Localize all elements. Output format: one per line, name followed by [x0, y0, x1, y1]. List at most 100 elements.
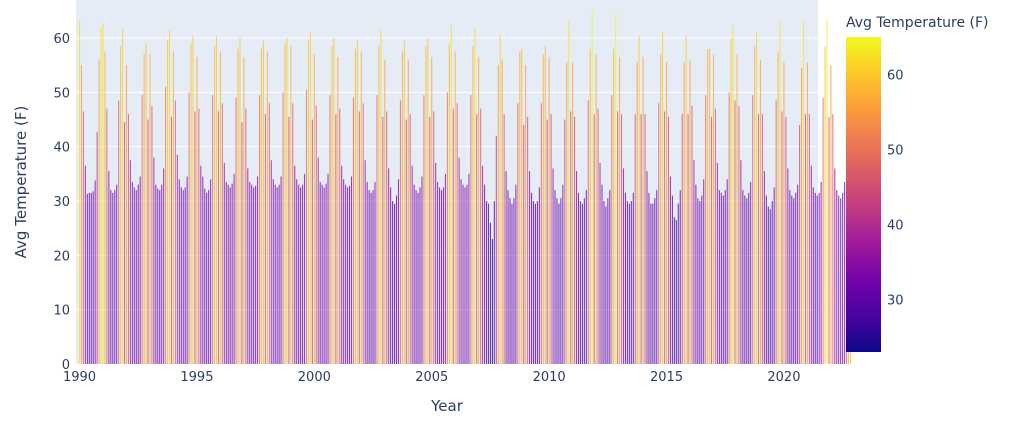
temperature-bar [456, 103, 458, 364]
temperature-bar [595, 54, 597, 364]
temperature-bar [407, 59, 409, 364]
temperature-bar [411, 165, 413, 364]
temperature-bar [241, 122, 243, 365]
temperature-bar [564, 119, 566, 364]
temperature-bar [611, 95, 613, 365]
temperature-bar [538, 187, 540, 364]
temperature-bar [243, 57, 245, 365]
temperature-bar [530, 192, 533, 364]
temperature-bar [787, 168, 789, 364]
temperature-bar [769, 209, 771, 364]
temperature-bar [80, 65, 83, 364]
temperature-bar [748, 192, 750, 364]
temperature-bar [208, 190, 210, 364]
temperature-bar [808, 114, 810, 364]
temperature-bar [419, 187, 421, 364]
colorbar-tick-label: 60 [887, 69, 904, 84]
temperature-bar [78, 21, 81, 364]
temperature-bar [221, 103, 223, 364]
temperature-bar [464, 187, 466, 364]
colorbar-tick-label: 50 [887, 144, 904, 159]
temperature-bar [120, 46, 122, 364]
temperature-bar [358, 111, 360, 364]
temperature-bar [335, 114, 337, 364]
temperature-bar [433, 111, 435, 364]
temperature-bar [728, 92, 730, 364]
temperature-bar [423, 95, 425, 365]
temperature-bar [194, 111, 196, 364]
temperature-bar [495, 135, 497, 364]
y-tick-label: 10 [53, 304, 70, 319]
temperature-bar [163, 168, 165, 364]
temperature-bar [701, 195, 703, 364]
temperature-bar [544, 46, 546, 364]
temperature-bar [832, 114, 834, 364]
temperature-bar [484, 184, 486, 364]
temperature-bar [699, 201, 701, 364]
temperature-bar [521, 48, 523, 365]
temperature-bar [210, 179, 212, 364]
temperature-bar [552, 168, 554, 364]
temperature-bar [797, 184, 799, 364]
temperature-bar [814, 192, 816, 364]
temperature-bar [540, 103, 542, 364]
temperature-bar [738, 105, 740, 364]
colorbar-tick-label: 40 [887, 219, 904, 234]
temperature-bar [546, 119, 548, 364]
temperature-bar [421, 176, 423, 364]
temperature-bar [161, 184, 163, 364]
temperature-bar [566, 62, 568, 365]
temperature-bar [615, 13, 617, 364]
temperature-bar [652, 203, 654, 364]
temperature-bar [720, 192, 722, 364]
temperature-bar [491, 239, 493, 364]
temperature-bar [470, 95, 472, 365]
temperature-bar [675, 220, 677, 364]
temperature-bar [180, 187, 182, 364]
temperature-bar [215, 36, 218, 364]
temperature-bar [685, 35, 687, 364]
temperature-bar [235, 97, 237, 364]
temperature-bar [519, 51, 521, 364]
temperature-bar [532, 201, 535, 364]
temperature-bar [828, 116, 830, 364]
temperature-bar [759, 59, 762, 364]
temperature-bar [605, 206, 607, 364]
temperature-bar [609, 190, 611, 364]
temperature-bar [501, 59, 503, 364]
temperature-bar [480, 108, 482, 365]
temperature-bar [517, 103, 519, 364]
y-tick-label: 30 [53, 195, 70, 210]
temperature-bar [507, 190, 509, 364]
temperature-bar [509, 198, 511, 364]
temperature-bar [401, 51, 403, 364]
temperature-bar [374, 182, 376, 364]
temperature-bar [577, 192, 580, 364]
temperature-bar [296, 179, 298, 364]
temperature-bar [337, 57, 339, 365]
temperature-bar [116, 184, 118, 364]
temperature-bar [264, 114, 266, 364]
temperature-bar [750, 182, 752, 364]
temperature-bar [394, 203, 396, 364]
temperature-bar [497, 65, 499, 364]
x-tick-label: 2005 [415, 370, 448, 385]
temperature-bar [767, 206, 769, 364]
temperature-bar [309, 32, 311, 364]
temperature-bar [217, 111, 219, 364]
temperature-bar [437, 182, 439, 364]
temperature-bar [213, 46, 216, 364]
temperature-bar [319, 182, 321, 364]
temperature-bar [278, 184, 280, 364]
temperature-bar [176, 154, 178, 364]
temperature-bar [695, 184, 697, 364]
temperature-bar [98, 59, 100, 364]
temperature-bar [636, 62, 638, 365]
temperature-bar [429, 116, 431, 364]
temperature-bar [96, 132, 98, 364]
temperature-bar [280, 176, 282, 364]
temperature-bar [133, 187, 135, 364]
temperature-bar [149, 54, 151, 364]
temperature-bar [325, 183, 327, 364]
temperature-bar [666, 62, 668, 365]
